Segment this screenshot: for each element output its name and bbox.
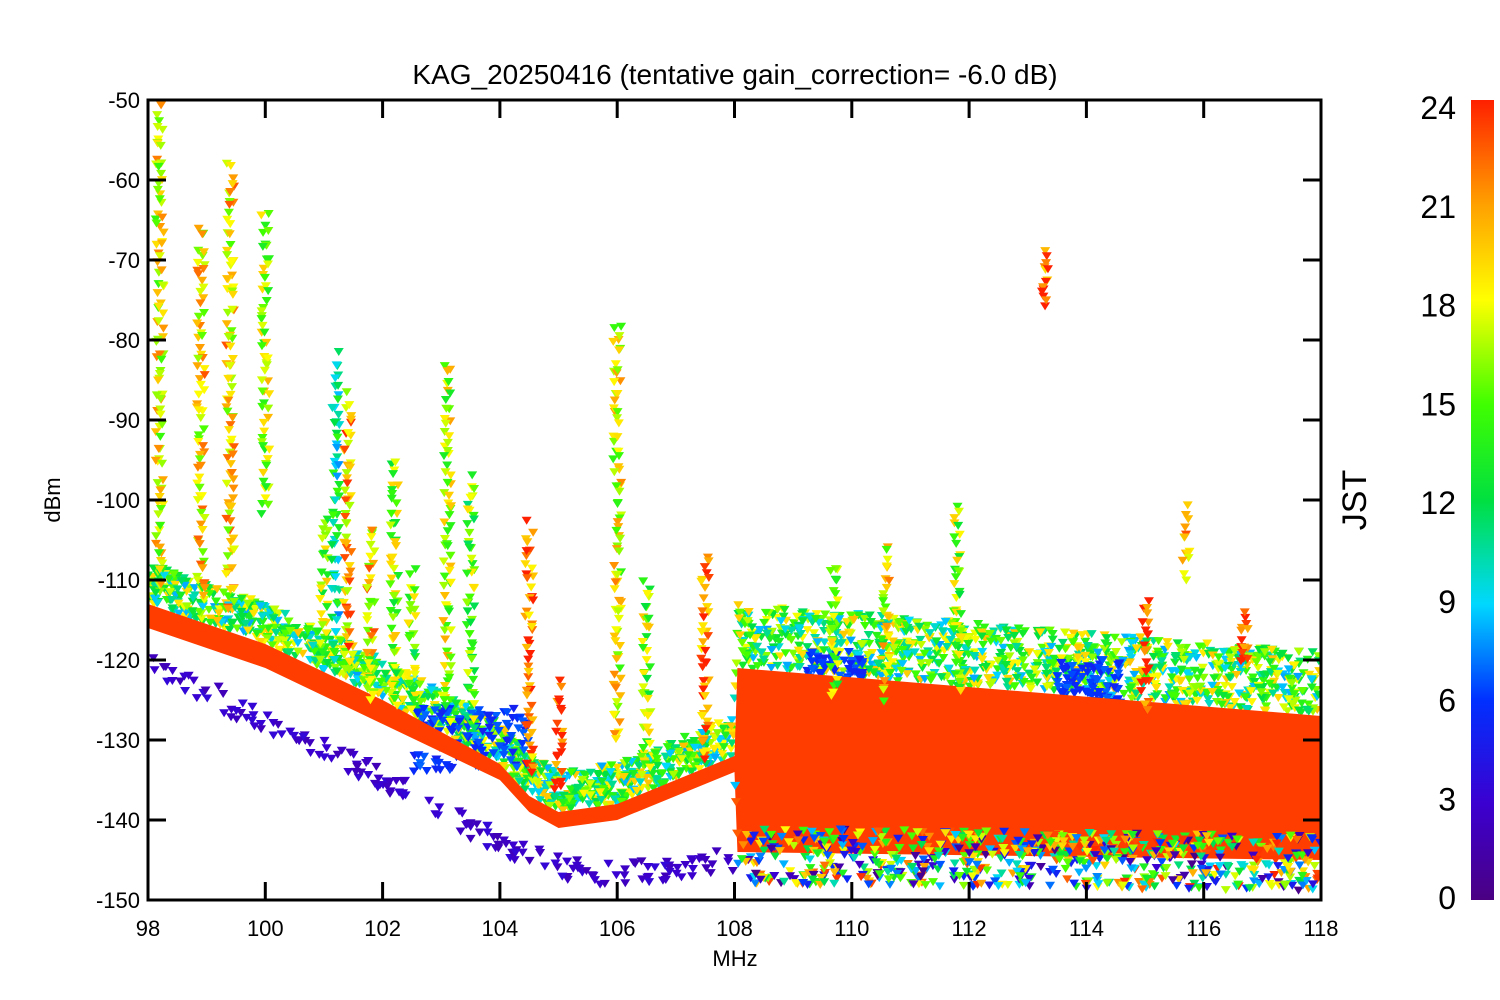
chart-title: KAG_20250416 (tentative gain_correction=…	[412, 59, 1057, 90]
x-tick-label: 108	[716, 916, 753, 941]
colorbar-tick-label: 6	[1438, 683, 1456, 719]
colorbar-label: JST	[1336, 470, 1374, 530]
signal-column	[191, 224, 210, 604]
signal-column	[549, 676, 568, 794]
colorbar-tick-label: 18	[1420, 288, 1456, 324]
signal-column	[608, 322, 627, 744]
y-tick-label: -130	[96, 728, 140, 753]
x-tick-label: 104	[482, 916, 519, 941]
x-tick-labels: 98 100 102 104 106 108 110 112 114 116 118	[136, 916, 1339, 941]
x-tick-label: 112	[952, 916, 987, 941]
colorbar-tick-label: 12	[1420, 485, 1456, 521]
signal-column	[696, 553, 714, 764]
colorbar-tick-label: 3	[1438, 781, 1456, 817]
x-tick-label: 118	[1303, 916, 1338, 941]
colorbar-tick-label: 9	[1438, 584, 1456, 620]
x-tick-label: 100	[247, 916, 284, 941]
signal-column	[878, 543, 896, 706]
signal-column	[825, 565, 843, 700]
signal-column	[1136, 597, 1154, 715]
below-floor-points	[730, 781, 1321, 895]
x-axis-label: MHz	[712, 946, 757, 971]
y-tick-label: -150	[96, 888, 140, 913]
y-tick-label: -100	[96, 488, 140, 513]
y-tick-label: -50	[108, 88, 140, 113]
data-layer	[148, 100, 1321, 895]
x-tick-label: 116	[1186, 916, 1221, 941]
signal-column	[150, 100, 169, 590]
colorbar-tick-label: 24	[1420, 90, 1456, 126]
signal-column	[403, 565, 421, 714]
colorbar-tick-label: 21	[1420, 189, 1456, 225]
y-tick-label: -140	[96, 808, 140, 833]
signal-column	[362, 526, 380, 705]
x-tick-label: 102	[364, 916, 401, 941]
y-tick-labels: -50 -60 -70 -80 -90 -100 -110 -120 -130 -140 -150	[96, 88, 140, 913]
y-tick-label: -110	[98, 568, 140, 593]
signal-column	[948, 502, 967, 696]
signal-column	[326, 348, 345, 665]
axis-ticks	[146, 98, 1323, 902]
colorbar-tick-labels: 24 21 18 15 12 9 6 3 0	[1420, 90, 1456, 916]
y-tick-label: -90	[108, 408, 140, 433]
signal-column	[438, 362, 457, 727]
colorbar-tick-label: 0	[1438, 880, 1456, 916]
y-axis-label: dBm	[40, 477, 65, 522]
signal-column	[1036, 247, 1053, 311]
y-tick-label: -70	[108, 248, 140, 273]
signal-column	[256, 209, 275, 519]
signal-columns	[150, 100, 1253, 794]
y-tick-label: -80	[108, 328, 140, 353]
y-tick-label: -60	[108, 168, 140, 193]
x-tick-label: 98	[136, 916, 160, 941]
colorbar-tick-label: 15	[1420, 386, 1456, 422]
signal-column	[385, 458, 404, 710]
signal-column	[338, 388, 357, 674]
colorbar	[1471, 100, 1494, 900]
night-trace-points	[148, 654, 738, 889]
x-tick-label: 114	[1069, 916, 1104, 941]
signal-column	[520, 516, 539, 777]
signal-column	[637, 577, 656, 772]
y-tick-label: -120	[96, 648, 140, 673]
signal-column	[1177, 501, 1195, 585]
signal-column	[461, 471, 480, 733]
signal-column	[1235, 608, 1253, 666]
signal-column	[315, 515, 333, 667]
signal-column	[221, 159, 240, 614]
noise-floor-band	[148, 604, 1321, 860]
x-tick-label: 110	[834, 916, 869, 941]
x-tick-label: 106	[599, 916, 636, 941]
